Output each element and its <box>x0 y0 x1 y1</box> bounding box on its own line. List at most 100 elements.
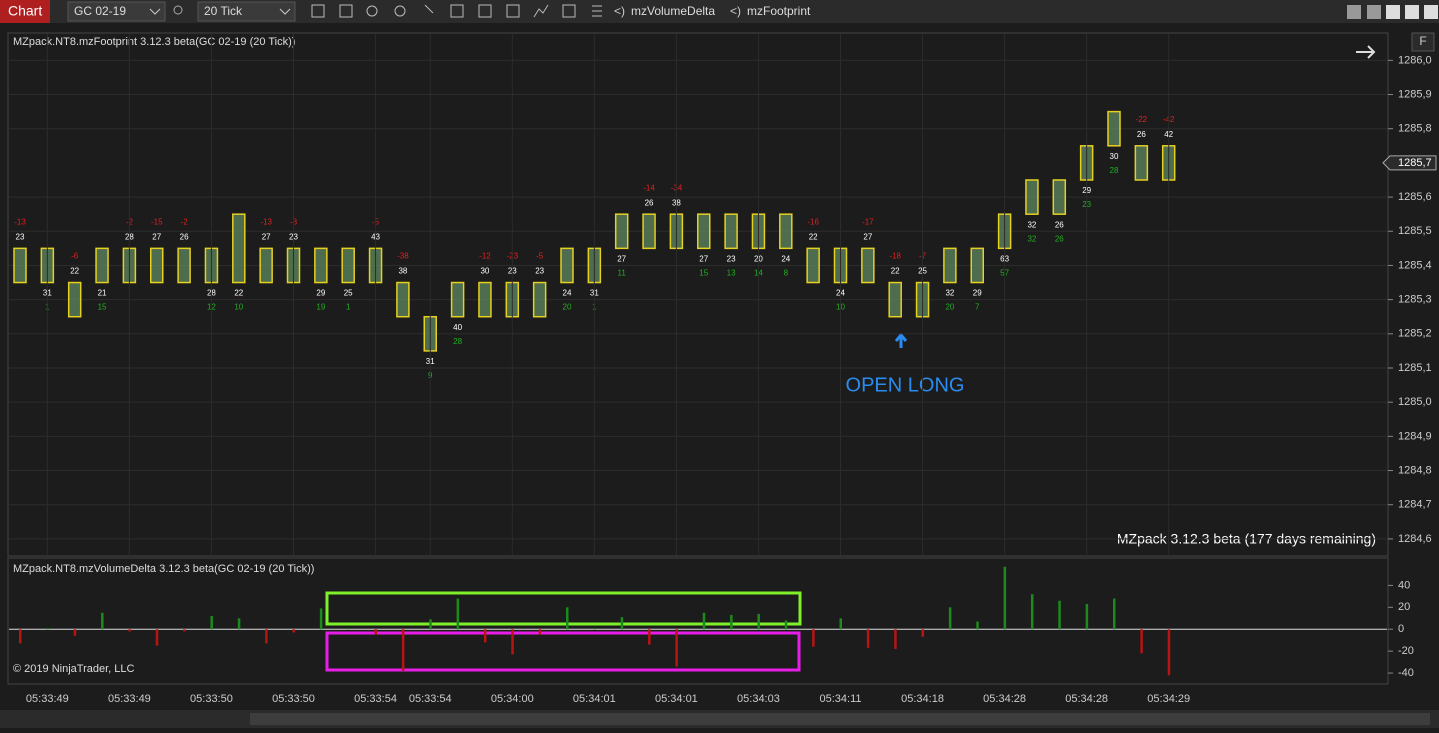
instrument-select[interactable] <box>67 1 166 22</box>
toolbar <box>0 0 1439 23</box>
delta-label: -15 <box>151 217 163 226</box>
y-tick-label: 40 <box>1398 579 1410 591</box>
candle <box>614 213 629 250</box>
candle <box>150 247 164 284</box>
delta-bar <box>1140 629 1143 654</box>
delta-bar <box>812 629 815 647</box>
window-button[interactable] <box>1367 5 1381 19</box>
icon[interactable] <box>424 4 434 14</box>
delta-bar <box>483 629 487 643</box>
y-tick-label: 1285,3 <box>1398 294 1432 306</box>
window-button[interactable] <box>1386 5 1400 19</box>
x-tick-label: 05:33:54 <box>354 693 397 705</box>
x-tick-label: 05:33:49 <box>108 693 151 705</box>
volume-label: 27 <box>617 254 626 263</box>
volume-label: 23 <box>16 232 25 241</box>
volume-label: 24 <box>563 289 572 298</box>
y-tick-label: 1285,6 <box>1398 191 1432 203</box>
delta-bar <box>1030 594 1034 630</box>
window-button[interactable] <box>1424 5 1438 19</box>
icon[interactable] <box>533 4 549 18</box>
candle <box>13 247 27 284</box>
delta-bar <box>319 608 323 630</box>
delta-label: -22 <box>1136 115 1148 124</box>
scroll-thumb[interactable] <box>250 713 1430 725</box>
copyright: © 2019 NinjaTrader, LLC <box>13 663 134 675</box>
delta-bar <box>128 629 131 632</box>
icon[interactable] <box>394 5 406 17</box>
delta-bar <box>511 629 514 655</box>
y-tick-label: 1285,1 <box>1398 362 1432 374</box>
indicator[interactable]: mzVolumeDelta <box>631 4 715 18</box>
search-icon[interactable] <box>173 5 183 15</box>
delta-label: 28 <box>1110 166 1119 175</box>
indicator-prefix: <) <box>614 4 625 18</box>
delta-bar <box>401 629 405 671</box>
delta-bar <box>894 629 897 649</box>
icon[interactable] <box>311 4 325 18</box>
delta-label: 20 <box>945 303 954 312</box>
candle <box>1107 110 1121 147</box>
y-tick-label: 1285,9 <box>1398 88 1432 100</box>
candle <box>532 281 547 318</box>
delta-label: -17 <box>862 217 874 226</box>
chart-tab[interactable] <box>0 0 50 23</box>
x-tick-label: 05:34:28 <box>983 693 1026 705</box>
x-tick-label: 05:34:28 <box>1065 693 1108 705</box>
y-tick-label: 1284,7 <box>1398 499 1432 511</box>
window-buttons <box>1347 5 1438 19</box>
window-button[interactable] <box>1405 5 1419 19</box>
panel-title: MZpack.NT8.mzFootprint 3.12.3 beta(GC 02… <box>13 36 295 48</box>
delta-bar <box>429 619 432 630</box>
volume-label: 23 <box>535 267 544 276</box>
delta-bar <box>73 629 77 636</box>
icon[interactable] <box>478 4 492 18</box>
scroll-arrow[interactable] <box>1356 45 1376 59</box>
delta-bar <box>19 629 22 644</box>
delta-bar <box>784 620 788 630</box>
candle <box>396 281 410 318</box>
icon[interactable] <box>506 4 520 18</box>
icon[interactable] <box>450 4 464 18</box>
delta-bar <box>620 617 624 630</box>
highlight-box <box>325 631 801 672</box>
candle <box>450 281 465 318</box>
interval-select[interactable] <box>197 1 296 22</box>
delta-label: -14 <box>643 183 655 192</box>
icon[interactable] <box>562 4 576 18</box>
icon[interactable] <box>366 5 378 17</box>
volume-label: 22 <box>891 267 900 276</box>
delta-bar <box>839 618 842 630</box>
window-button[interactable] <box>1347 5 1361 19</box>
volume-label: 32 <box>945 289 954 298</box>
candle <box>177 247 191 284</box>
delta-label: 11 <box>618 268 627 277</box>
volume-label: 32 <box>1027 220 1036 229</box>
f-button[interactable] <box>1411 32 1435 52</box>
annotation: OPEN LONG <box>846 374 965 396</box>
volume-label: 24 <box>781 254 790 263</box>
volume-label: 29 <box>316 289 325 298</box>
candle <box>341 247 355 284</box>
delta-label: 28 <box>453 337 462 346</box>
tab-label: Chart <box>8 3 42 19</box>
delta-label: -18 <box>889 252 901 261</box>
dropdown-arrow <box>279 8 291 15</box>
indicator[interactable]: mzFootprint <box>747 4 811 18</box>
candle <box>861 247 875 284</box>
delta-panel <box>7 557 1389 685</box>
delta-bar <box>757 613 760 630</box>
delta-bar <box>866 629 870 648</box>
y-tick-label: 1284,6 <box>1398 533 1432 545</box>
delta-label: -12 <box>479 252 491 261</box>
delta-label: 32 <box>1027 234 1036 243</box>
icon[interactable] <box>339 4 353 18</box>
icon[interactable] <box>592 5 602 17</box>
volume-label: 27 <box>152 232 161 241</box>
x-tick-label: 05:33:50 <box>272 693 315 705</box>
dropdown-arrow <box>149 8 161 15</box>
delta-bar <box>101 612 104 630</box>
delta-label: 20 <box>563 303 572 312</box>
delta-bar <box>702 612 706 630</box>
